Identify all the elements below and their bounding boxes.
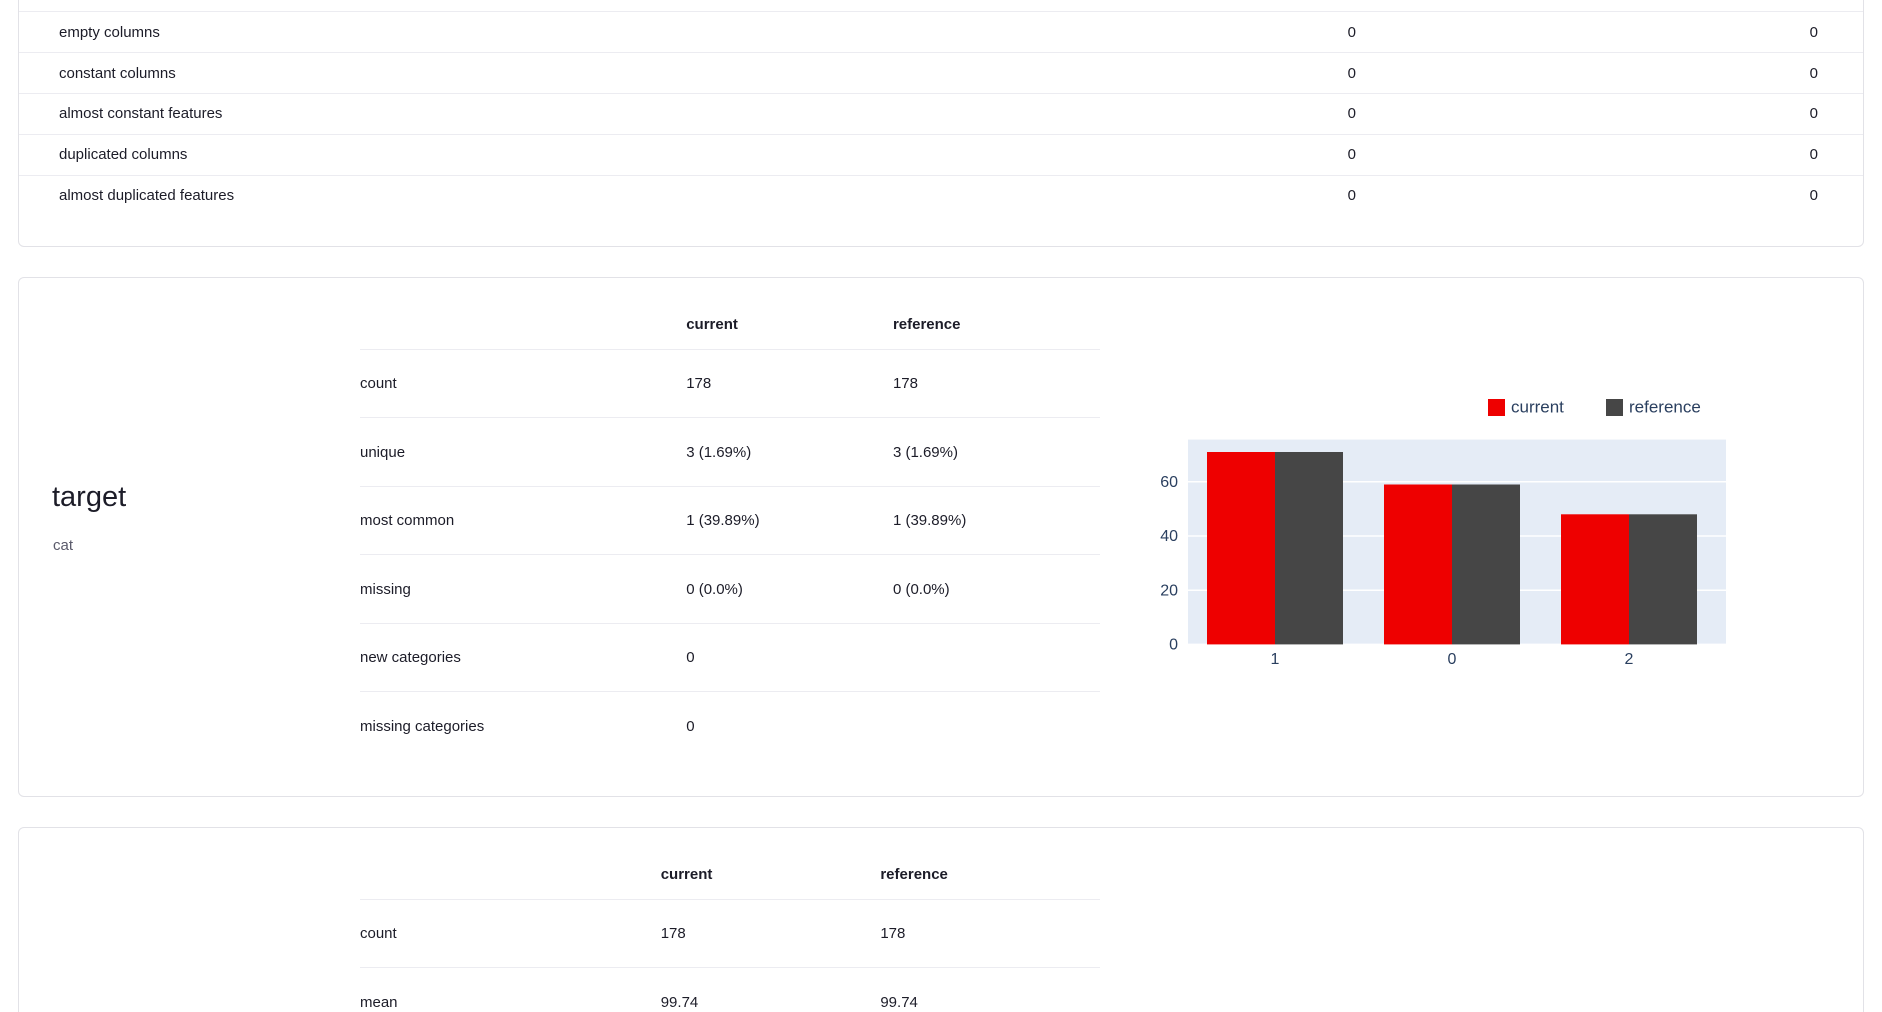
svg-text:60: 60 <box>1160 474 1178 491</box>
svg-text:reference: reference <box>1629 397 1701 416</box>
svg-text:2: 2 <box>1625 651 1634 668</box>
svg-text:0: 0 <box>1169 636 1178 653</box>
svg-text:1: 1 <box>1271 651 1280 668</box>
svg-text:20: 20 <box>1160 582 1178 599</box>
svg-text:current: current <box>1511 397 1564 416</box>
svg-text:40: 40 <box>1160 528 1178 545</box>
svg-text:0: 0 <box>1448 651 1457 668</box>
